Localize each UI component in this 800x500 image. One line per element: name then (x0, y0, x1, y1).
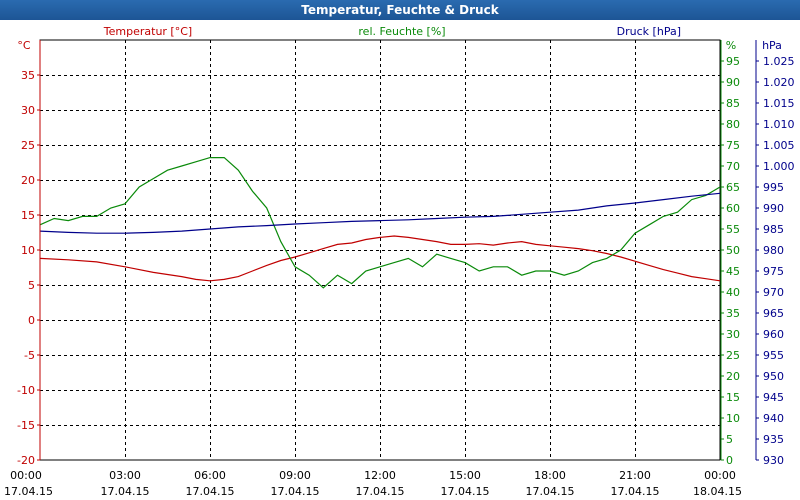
temperature-tick-label: 30 (21, 104, 35, 117)
pressure-unit-label: hPa (762, 39, 782, 52)
time-tick-label: 00:00 (10, 469, 42, 482)
pressure-tick-label: 950 (763, 370, 784, 383)
humidity-unit-label: % (726, 39, 736, 52)
date-tick-label: 17.04.15 (186, 485, 235, 498)
legend-temperature: Temperatur [°C] (103, 25, 192, 38)
series-line-humidity (39, 157, 721, 289)
pressure-tick-label: 1.005 (763, 139, 795, 152)
chart-canvas: °C % hPa Temperatur [°C] rel. Feuchte [%… (4, 25, 795, 498)
time-tick-label: 03:00 (109, 469, 141, 482)
pressure-tick-label: 980 (763, 244, 784, 257)
humidity-tick-label: 60 (726, 202, 740, 215)
series-line-pressure (39, 192, 721, 234)
legend-humidity: rel. Feuchte [%] (358, 25, 445, 38)
temperature-tick-label: 15 (21, 209, 35, 222)
grid-lines (40, 40, 720, 460)
pressure-tick-label: 930 (763, 454, 784, 467)
pressure-tick-label: 975 (763, 265, 784, 278)
date-tick-label: 17.04.15 (611, 485, 660, 498)
temperature-tick-label: 5 (28, 279, 35, 292)
pressure-tick-label: 940 (763, 412, 784, 425)
humidity-tick-label: 30 (726, 328, 740, 341)
date-tick-label: 17.04.15 (101, 485, 150, 498)
pressure-tick-label: 1.015 (763, 97, 795, 110)
pressure-tick-label: 985 (763, 223, 784, 236)
pressure-tick-label: 960 (763, 328, 784, 341)
time-tick-label: 00:00 (704, 469, 736, 482)
humidity-tick-label: 70 (726, 160, 740, 173)
humidity-tick-label: 80 (726, 118, 740, 131)
humidity-tick-label: 55 (726, 223, 740, 236)
temperature-tick-label: -10 (17, 384, 35, 397)
temperature-tick-label: -20 (17, 454, 35, 467)
date-tick-label: 17.04.15 (271, 485, 320, 498)
temperature-tick-label: 0 (28, 314, 35, 327)
temperature-tick-label: 35 (21, 69, 35, 82)
series-line-temperature (39, 235, 721, 282)
temperature-tick-labels: 35 30 25 20 15 10 5 0 -5 -10 -15 -20 (17, 69, 40, 467)
time-tick-labels: 00:00 17.04.15 03:00 17.04.15 06:00 17.04.15 0… (4, 469, 742, 498)
legend-pressure: Druck [hPa] (617, 25, 681, 38)
temperature-tick-label: -5 (24, 349, 35, 362)
pressure-tick-label: 1.000 (763, 160, 795, 173)
time-tick-label: 06:00 (194, 469, 226, 482)
humidity-tick-label: 85 (726, 97, 740, 110)
pressure-tick-labels: 1.025 1.020 1.015 1.010 1.005 1.000 995 990 985 9… (756, 55, 795, 467)
pressure-tick-label: 995 (763, 181, 784, 194)
date-tick-label: 17.04.15 (526, 485, 575, 498)
pressure-tick-label: 1.010 (763, 118, 795, 131)
humidity-tick-label: 10 (726, 412, 740, 425)
pressure-tick-label: 965 (763, 307, 784, 320)
date-tick-label: 17.04.15 (4, 485, 53, 498)
time-tick-label: 21:00 (619, 469, 651, 482)
humidity-tick-label: 35 (726, 307, 740, 320)
temperature-tick-label: -15 (17, 419, 35, 432)
date-tick-label: 17.04.15 (356, 485, 405, 498)
data-lines (39, 157, 721, 289)
pressure-tick-label: 970 (763, 286, 784, 299)
pressure-tick-label: 990 (763, 202, 784, 215)
temperature-tick-label: 10 (21, 244, 35, 257)
pressure-tick-label: 955 (763, 349, 784, 362)
humidity-tick-label: 45 (726, 265, 740, 278)
humidity-tick-label: 50 (726, 244, 740, 257)
humidity-tick-label: 5 (726, 433, 733, 446)
date-tick-label: 18.04.15 (693, 485, 742, 498)
pressure-tick-label: 1.025 (763, 55, 795, 68)
humidity-tick-label: 65 (726, 181, 740, 194)
humidity-tick-label: 90 (726, 76, 740, 89)
time-tick-label: 12:00 (364, 469, 396, 482)
humidity-tick-label: 0 (726, 454, 733, 467)
time-tick-label: 09:00 (279, 469, 311, 482)
temperature-tick-label: 20 (21, 174, 35, 187)
humidity-tick-label: 15 (726, 391, 740, 404)
date-tick-label: 17.04.15 (441, 485, 490, 498)
temperature-unit-label: °C (17, 39, 31, 52)
humidity-tick-label: 25 (726, 349, 740, 362)
pressure-tick-label: 945 (763, 391, 784, 404)
temperature-tick-label: 25 (21, 139, 35, 152)
humidity-tick-label: 75 (726, 139, 740, 152)
time-tick-label: 15:00 (449, 469, 481, 482)
humidity-tick-label: 20 (726, 370, 740, 383)
humidity-tick-label: 95 (726, 55, 740, 68)
pressure-tick-label: 1.020 (763, 76, 795, 89)
humidity-tick-label: 40 (726, 286, 740, 299)
window-title: Temperatur, Feuchte & Druck (0, 0, 800, 20)
time-tick-label: 18:00 (534, 469, 566, 482)
pressure-tick-label: 935 (763, 433, 784, 446)
